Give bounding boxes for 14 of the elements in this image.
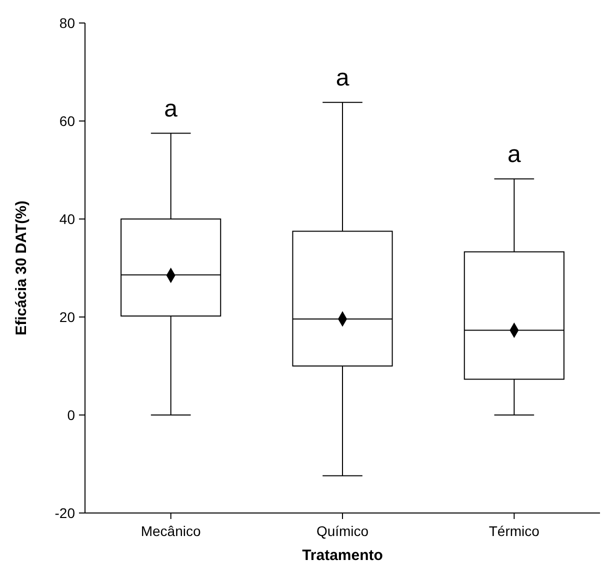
x-tick-label: Mecânico bbox=[140, 523, 202, 539]
x-tick-label: Térmico bbox=[488, 523, 540, 539]
y-tick-label: 40 bbox=[59, 210, 76, 227]
y-axis-title: Eficácia 30 DAT(%) bbox=[13, 200, 30, 336]
y-tick-label: 80 bbox=[59, 14, 76, 31]
annotation: a bbox=[336, 64, 350, 92]
annotation: a bbox=[164, 95, 178, 122]
y-tick-label: 20 bbox=[59, 308, 76, 325]
x-tick-label: Químico bbox=[316, 523, 369, 539]
x-axis-title: Tratamento bbox=[302, 547, 383, 564]
y-tick-label: -20 bbox=[54, 504, 76, 521]
y-tick-label: 0 bbox=[67, 406, 76, 423]
y-tick-label: 60 bbox=[59, 112, 76, 129]
annotation: a bbox=[507, 140, 522, 168]
